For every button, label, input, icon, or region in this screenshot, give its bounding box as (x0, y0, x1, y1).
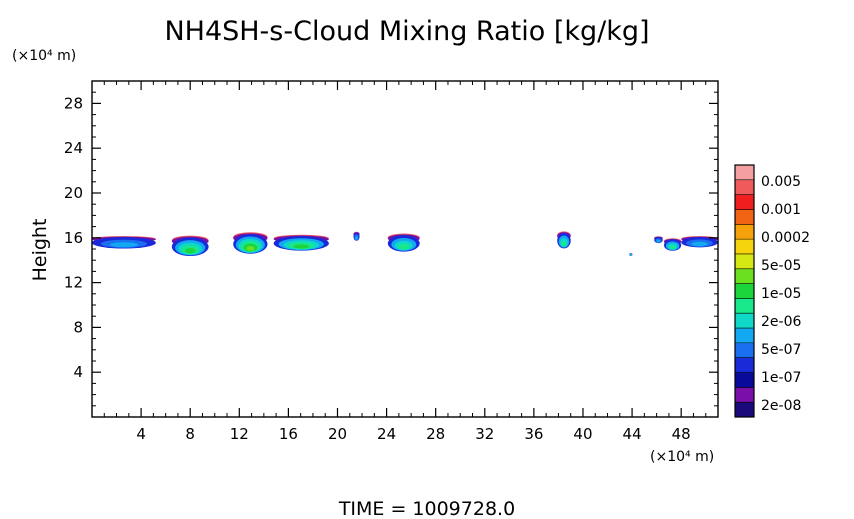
cloud-level (691, 241, 708, 247)
y-axis-unit: (×10⁴ m) (12, 48, 76, 64)
y-tick-label: 20 (64, 184, 83, 202)
colorbar-swatch (735, 357, 754, 373)
colorbar-label: 5e-07 (761, 342, 801, 358)
cloud-patch (233, 232, 268, 254)
x-tick-label: 36 (524, 425, 543, 443)
colorbar-swatch (735, 194, 754, 210)
x-tick-label: 40 (573, 425, 592, 443)
cloud-patch (92, 236, 156, 249)
colorbar-label: 0.0002 (761, 230, 810, 246)
cloud-patch (387, 233, 420, 252)
colorbar-swatch (735, 268, 754, 284)
x-tick-label: 16 (279, 425, 298, 443)
cloud-level (246, 246, 255, 251)
plot-frame (91, 80, 719, 418)
colorbar-label: 2e-06 (761, 314, 801, 330)
cloud-patch (663, 238, 682, 251)
colorbar-swatch (735, 313, 754, 329)
colorbar-label: 0.005 (761, 174, 801, 190)
cloud-patch (171, 235, 209, 257)
cloud-patch (557, 231, 571, 249)
x-tick-label: 12 (230, 425, 249, 443)
cloud-level (184, 248, 196, 254)
colorbar-swatch (735, 165, 754, 181)
cloud-level (630, 254, 632, 256)
cloud-level (355, 236, 358, 240)
colorbar-swatch (735, 298, 754, 314)
colorbar-label: 1e-05 (761, 286, 801, 302)
x-axis-unit: (×10⁴ m) (650, 449, 714, 465)
cloud-field (92, 231, 719, 257)
colorbar-label: 5e-05 (761, 258, 801, 274)
colorbar-swatch (735, 402, 754, 418)
colorbar-swatch (735, 342, 754, 359)
y-tick-label: 4 (73, 363, 83, 381)
cloud-patch (273, 234, 329, 251)
y-tick-label: 12 (64, 274, 83, 292)
x-tick-label: 4 (136, 425, 146, 443)
y-tick-label: 28 (64, 94, 83, 112)
colorbar-swatch (735, 209, 754, 225)
cloud-level (398, 243, 410, 250)
colorbar-swatch (735, 328, 754, 344)
colorbar-swatch (735, 239, 754, 255)
cloud-level (669, 245, 676, 250)
colorbar-swatch (735, 224, 754, 240)
x-tick-label: 44 (623, 425, 642, 443)
colorbar-label: 0.001 (761, 202, 801, 218)
y-tick-label: 8 (73, 318, 83, 336)
cloud-level (109, 242, 139, 248)
x-tick-label: 48 (672, 425, 691, 443)
time-footer: TIME = 1009728.0 (338, 498, 515, 519)
cloud-patch (629, 253, 633, 256)
y-tick-label: 16 (64, 229, 83, 247)
chart-title: NH4SH-s-Cloud Mixing Ratio [kg/kg] (164, 16, 649, 47)
colorbar-label: 1e-07 (761, 370, 801, 386)
y-tick-label: 24 (64, 139, 83, 157)
x-tick-label: 8 (185, 425, 195, 443)
colorbar-frame (734, 164, 755, 418)
colorbar: 0.005 0.001 0.0002 5e-05 1e-05 2e-06 5e-07 1e-0… (734, 164, 810, 418)
cloud-level (561, 240, 567, 247)
colorbar-swatch (735, 372, 754, 388)
x-tick-label: 28 (426, 425, 445, 443)
colorbar-swatch (735, 253, 754, 270)
cloud-patch (654, 236, 663, 244)
x-tick-label: 24 (377, 425, 396, 443)
colorbar-label: 2e-08 (761, 398, 801, 414)
colorbar-swatch (735, 387, 754, 403)
cloud-level (656, 239, 661, 243)
colorbar-swatch (735, 283, 754, 299)
colorbar-swatch (735, 179, 754, 196)
x-tick-label: 20 (328, 425, 347, 443)
cloud-patch (681, 236, 719, 248)
cloud-level (293, 244, 310, 249)
cloud-patch (353, 231, 360, 241)
y-axis-label: Height (29, 219, 51, 282)
x-tick-label: 32 (475, 425, 494, 443)
